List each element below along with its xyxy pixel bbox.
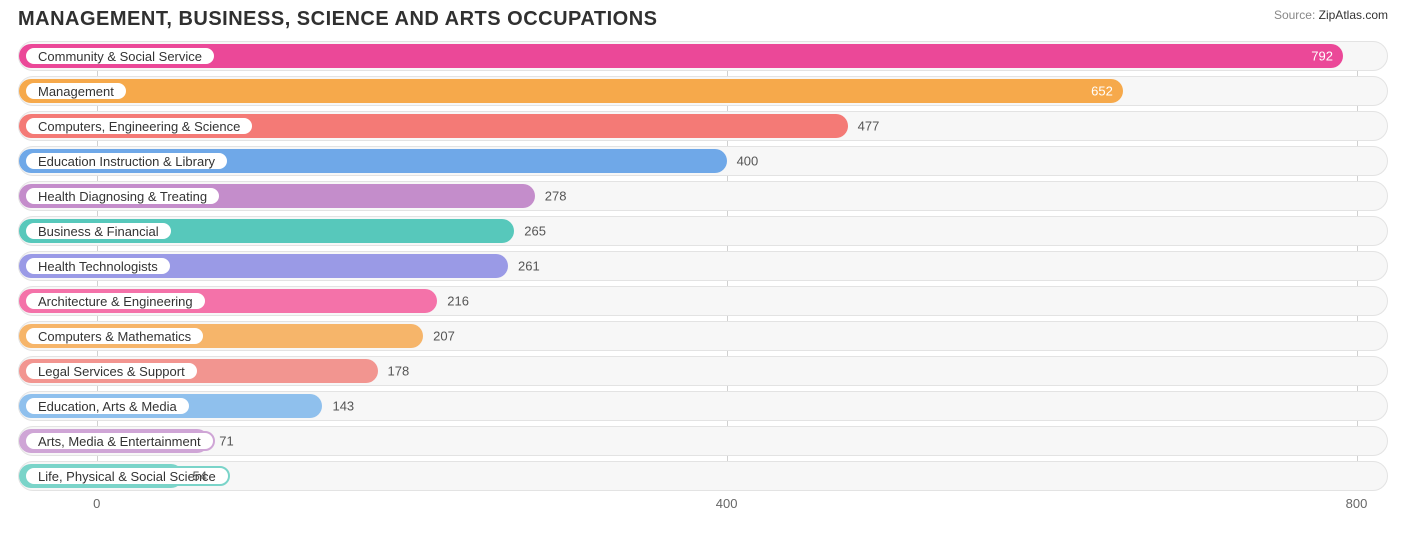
bar-track: Computers, Engineering & Science 477 [18, 111, 1388, 141]
bar-fill [19, 79, 1123, 103]
bar-label: Computers & Mathematics [24, 326, 205, 346]
chart-header: MANAGEMENT, BUSINESS, SCIENCE AND ARTS O… [0, 0, 1406, 37]
bar-track: Life, Physical & Social Science54 [18, 461, 1388, 491]
x-axis: 0 400 800 [18, 496, 1388, 516]
bar-label: Management [24, 81, 128, 101]
chart-title: MANAGEMENT, BUSINESS, SCIENCE AND ARTS O… [18, 8, 657, 31]
source-label: Source: [1274, 8, 1315, 22]
bar-label: Legal Services & Support [24, 361, 199, 381]
bar-track: Management 652 [18, 76, 1388, 106]
bar-label: Education Instruction & Library [24, 151, 229, 171]
bar-value: 178 [388, 364, 410, 379]
bar-value: 143 [332, 399, 354, 414]
bar-label: Business & Financial [24, 221, 173, 241]
bar-label: Architecture & Engineering [24, 291, 207, 311]
bar-track: Education, Arts & Media 143 [18, 391, 1388, 421]
bar-value: 207 [433, 329, 455, 344]
bar-track: Business & Financial 265 [18, 216, 1388, 246]
bar-value: 265 [524, 224, 546, 239]
bar-track: Community & Social Service 792 [18, 41, 1388, 71]
bar-track: Health Technologists 261 [18, 251, 1388, 281]
x-axis-tick: 800 [1346, 496, 1368, 511]
bar-fill [19, 44, 1343, 68]
bar-value: 477 [858, 119, 880, 134]
bar-label: Health Technologists [24, 256, 172, 276]
bar-value: 278 [545, 189, 567, 204]
bar-label: Arts, Media & Entertainment [24, 431, 215, 451]
x-axis-tick: 400 [716, 496, 738, 511]
source-name: ZipAtlas.com [1319, 8, 1388, 22]
bar-value: 261 [518, 259, 540, 274]
bar-label: Community & Social Service [24, 46, 216, 66]
bar-track: Computers & Mathematics 207 [18, 321, 1388, 351]
bar-value: 71 [219, 434, 233, 449]
bar-track: Legal Services & Support 178 [18, 356, 1388, 386]
bar-value: 216 [447, 294, 469, 309]
bar-track: Education Instruction & Library 400 [18, 146, 1388, 176]
chart-plot: Community & Social Service 792 Management 6… [18, 41, 1388, 521]
bar-track: Health Diagnosing & Treating 278 [18, 181, 1388, 211]
bar-track: Architecture & Engineering 216 [18, 286, 1388, 316]
bar-label: Computers, Engineering & Science [24, 116, 254, 136]
chart-source: Source: ZipAtlas.com [1274, 8, 1388, 22]
x-axis-tick: 0 [93, 496, 100, 511]
chart-area: Community & Social Service 792 Management 6… [0, 37, 1406, 551]
bar-value: 652 [1091, 84, 1113, 99]
bar-value: 792 [1311, 49, 1333, 64]
bar-value: 400 [737, 154, 759, 169]
bar-label: Education, Arts & Media [24, 396, 191, 416]
bar-label: Health Diagnosing & Treating [24, 186, 221, 206]
bar-track: Arts, Media & Entertainment 71 [18, 426, 1388, 456]
bar-value: 54 [193, 469, 207, 484]
